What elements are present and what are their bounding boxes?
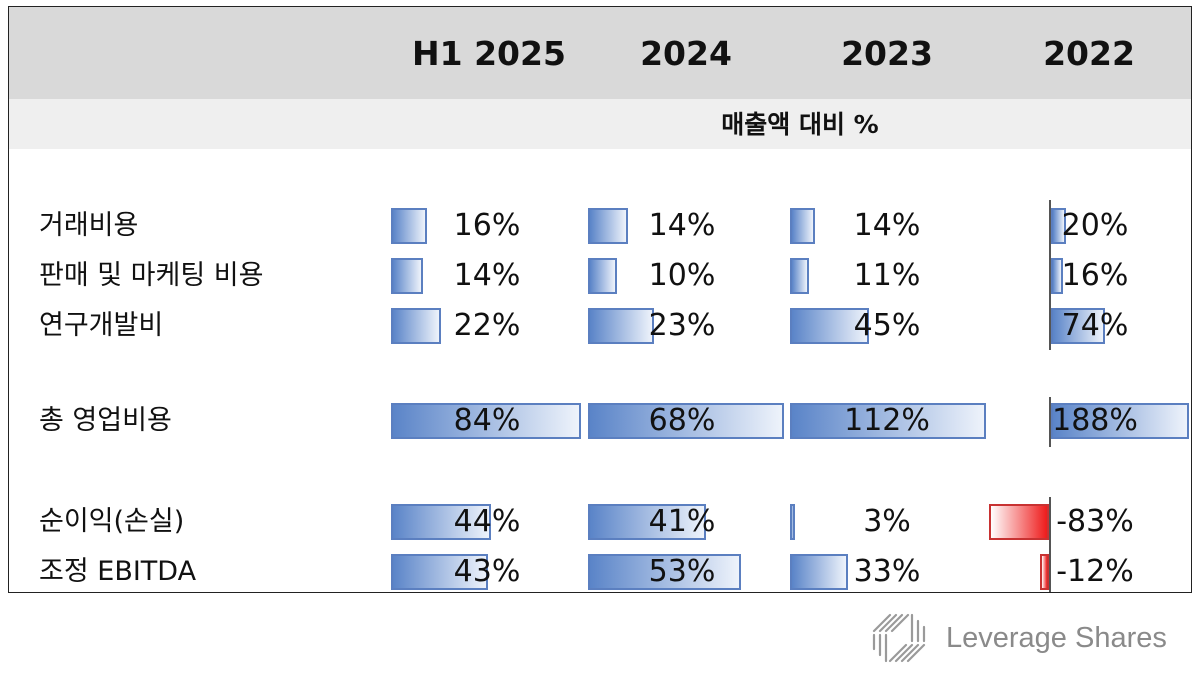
data-label: 84% [453, 403, 521, 438]
data-bar [391, 403, 581, 439]
data-label: 16% [1061, 258, 1129, 293]
data-bar [1051, 208, 1066, 244]
data-label: 112% [844, 403, 930, 438]
data-bar [790, 554, 848, 590]
data-label: -12% [1056, 554, 1134, 589]
data-label: 3% [863, 504, 911, 539]
data-bar [1051, 308, 1106, 344]
subheader-band [9, 99, 1191, 149]
row-label: 총 영업비용 [39, 405, 172, 436]
watermark-text: Leverage Shares [946, 621, 1167, 654]
data-label: 11% [853, 258, 921, 293]
data-label: 22% [453, 308, 521, 343]
chart-table: H1 2025 2024 2023 2022 매출액 대비 % 거래비용 16% 1… [8, 6, 1192, 593]
zero-axis-line [1049, 397, 1051, 447]
row-label: 연구개발비 [39, 310, 164, 341]
data-label: 68% [648, 403, 716, 438]
data-bar [588, 403, 784, 439]
header-band [9, 7, 1191, 99]
column-header: 2022 [1043, 34, 1135, 73]
data-label: 53% [648, 554, 716, 589]
data-label: 14% [853, 208, 921, 243]
data-label: 16% [453, 208, 521, 243]
column-header: 2023 [841, 34, 933, 73]
data-bar [391, 208, 428, 244]
data-bar [790, 258, 810, 294]
column-header: H1 2025 [412, 34, 566, 73]
data-bar [588, 308, 655, 344]
data-bar [588, 258, 617, 294]
data-bar [588, 208, 629, 244]
data-label: 14% [648, 208, 716, 243]
data-label: 20% [1061, 208, 1129, 243]
data-bar [1051, 258, 1063, 294]
data-bar [790, 403, 986, 439]
data-bar [391, 308, 441, 344]
data-bar [588, 554, 741, 590]
data-label: 43% [453, 554, 521, 589]
data-label: 188% [1052, 403, 1138, 438]
row-label: 판매 및 마케팅 비용 [39, 260, 264, 291]
data-bar [790, 208, 815, 244]
watermark: Leverage Shares [866, 605, 1167, 671]
data-bar [989, 504, 1049, 540]
data-bar [588, 504, 707, 540]
data-label: 44% [453, 504, 521, 539]
data-bar [790, 504, 796, 540]
row-label: 거래비용 [39, 210, 139, 241]
data-label: 45% [853, 308, 921, 343]
chart-subtitle: 매출액 대비 % [721, 110, 879, 139]
data-bar [391, 504, 491, 540]
data-bar [790, 308, 869, 344]
data-label: 41% [648, 504, 716, 539]
data-label: 14% [453, 258, 521, 293]
data-label: 33% [853, 554, 921, 589]
zero-axis-line [1049, 497, 1051, 592]
data-bar [391, 258, 423, 294]
data-label: 23% [648, 308, 716, 343]
data-label: 74% [1061, 308, 1129, 343]
row-label: 조정 EBITDA [39, 556, 197, 587]
data-label: -83% [1056, 504, 1134, 539]
data-bar [1051, 403, 1189, 439]
row-label: 순이익(손실) [39, 506, 185, 537]
data-bar [391, 554, 489, 590]
zero-axis-line [1049, 200, 1051, 350]
leverage-shares-logo-icon [872, 613, 926, 663]
column-header: 2024 [640, 34, 732, 73]
data-label: 10% [648, 258, 716, 293]
data-bar [1040, 554, 1049, 590]
